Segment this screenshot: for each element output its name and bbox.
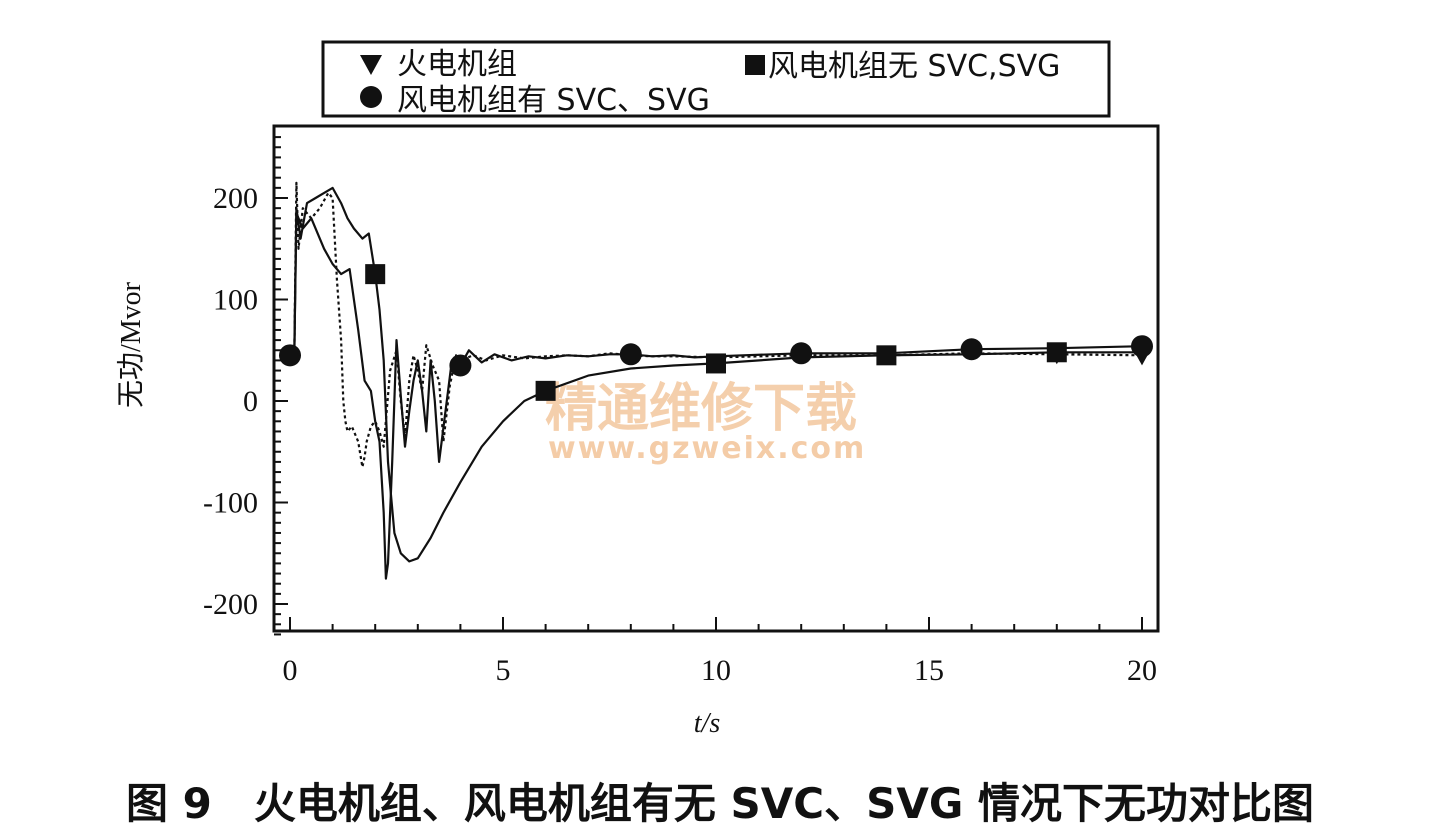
y-tick-label: -200 bbox=[203, 588, 258, 621]
circle-marker bbox=[449, 354, 472, 377]
square-marker bbox=[1046, 342, 1067, 363]
circle-marker bbox=[279, 344, 301, 367]
triangle-down-marker-icon bbox=[360, 55, 382, 75]
figure-caption: 图 9 火电机组、风电机组有无 SVC、SVG 情况下无功对比图 bbox=[126, 779, 1314, 828]
circle-marker bbox=[619, 343, 642, 366]
x-tick-label: 15 bbox=[914, 654, 944, 687]
y-tick-label: 0 bbox=[243, 385, 258, 418]
y-tick-label: 200 bbox=[213, 182, 258, 215]
legend-item-thermal: 火电机组 bbox=[360, 47, 517, 82]
legend-label-wind-with: 风电机组有 SVC、SVG bbox=[397, 83, 710, 118]
square-marker bbox=[365, 264, 386, 285]
legend-label-wind-without: 风电机组无 SVC,SVG bbox=[768, 49, 1060, 84]
y-axis-label: 无功/Mvor bbox=[116, 281, 147, 408]
y-tick-label: 100 bbox=[213, 284, 258, 317]
x-tick-label: 20 bbox=[1127, 654, 1157, 687]
legend: 火电机组 风电机组无 SVC,SVG 风电机组有 SVC、SVG bbox=[321, 40, 1111, 118]
series-line-thermal bbox=[290, 181, 1143, 469]
x-tick-label: 0 bbox=[283, 654, 298, 687]
circle-marker-icon bbox=[360, 86, 382, 108]
square-marker bbox=[876, 345, 897, 366]
legend-item-wind-with: 风电机组有 SVC、SVG bbox=[360, 83, 710, 118]
axis-tick-labels: 0 5 10 15 20 -200 -100 0 100 200 bbox=[203, 182, 1157, 687]
square-marker bbox=[535, 380, 556, 401]
legend-label-thermal: 火电机组 bbox=[397, 47, 517, 82]
y-tick-label: -100 bbox=[203, 487, 258, 520]
legend-box bbox=[321, 40, 1111, 118]
x-tick-label: 10 bbox=[701, 654, 731, 687]
square-marker bbox=[706, 353, 726, 374]
watermark-text-url: www.gzweix.com bbox=[548, 431, 866, 466]
square-marker-icon bbox=[745, 55, 765, 75]
legend-item-wind-without: 风电机组无 SVC,SVG bbox=[745, 49, 1060, 84]
series-markers bbox=[279, 264, 1153, 401]
x-tick-label: 5 bbox=[496, 654, 511, 687]
axis-ticks bbox=[274, 136, 1143, 636]
circle-marker bbox=[1131, 335, 1153, 358]
watermark: 精通维修下载 www.gzweix.com bbox=[545, 379, 866, 466]
series-line-wind-without bbox=[290, 186, 1142, 563]
x-axis-label: t/s bbox=[694, 708, 721, 739]
circle-marker bbox=[960, 338, 983, 361]
circle-marker bbox=[790, 342, 813, 365]
watermark-text-cn: 精通维修下载 bbox=[545, 379, 857, 439]
